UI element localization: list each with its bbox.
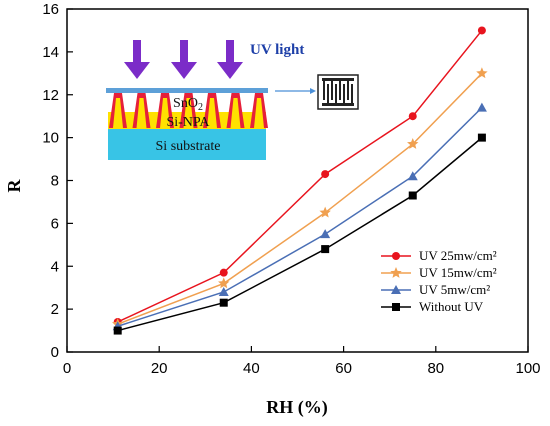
series-triangle	[112, 102, 487, 331]
data-point	[319, 206, 331, 218]
data-point	[476, 67, 488, 79]
data-point	[219, 298, 228, 307]
uv-arrow-icon	[124, 40, 150, 79]
x-tick-label: 80	[427, 360, 444, 377]
y-tick-label: 14	[42, 44, 59, 61]
x-tick-label: 0	[63, 360, 71, 377]
sno2-label: SnO2	[173, 96, 203, 113]
uv-arrow-icon	[217, 40, 243, 79]
nanopillar-core	[136, 98, 147, 128]
legend-label: UV 15mw/cm²	[419, 265, 497, 280]
legend-marker	[392, 303, 400, 311]
x-tick-label: 100	[515, 360, 540, 377]
legend-marker	[392, 252, 400, 260]
si-npa-label: Si-NPA	[166, 115, 210, 130]
data-point	[408, 112, 417, 121]
uv-light-label: UV light	[250, 42, 304, 58]
device-schematic-inset: UV light SnO2 Si-NPA Si substrate	[106, 40, 359, 160]
interdigital-electrode-icon	[317, 74, 359, 110]
data-point	[321, 245, 330, 254]
y-axis-title: R	[4, 179, 24, 193]
data-point	[407, 171, 418, 181]
y-tick-label: 4	[51, 258, 59, 275]
nanopillar-core	[160, 98, 170, 128]
legend-label: UV 5mw/cm²	[419, 282, 490, 297]
nanopillar-core	[230, 98, 241, 128]
x-tick-label: 40	[243, 360, 260, 377]
data-point	[477, 133, 486, 142]
nanopillar-core	[183, 98, 194, 128]
legend-marker	[390, 267, 402, 278]
x-tick-label: 60	[335, 360, 352, 377]
data-point	[477, 26, 486, 35]
data-point	[407, 138, 419, 149]
data-point	[218, 277, 230, 289]
y-tick-label: 12	[42, 87, 59, 104]
series-layer	[112, 26, 488, 335]
y-tick-label: 8	[51, 173, 59, 190]
y-tick-label: 0	[51, 344, 59, 361]
y-tick-label: 16	[42, 1, 59, 18]
si-substrate-label: Si substrate	[156, 139, 221, 154]
y-tick-label: 10	[42, 130, 59, 147]
x-axis-title: RH (%)	[266, 397, 328, 418]
uv-arrow-icon	[171, 40, 197, 79]
legend-entry: UV 25mw/cm²	[381, 248, 497, 263]
nanopillar-core	[207, 98, 217, 128]
legend-label: UV 25mw/cm²	[419, 248, 497, 263]
nanopillar-array	[109, 93, 268, 128]
si-substrate-layer	[108, 128, 266, 160]
legend-entry: Without UV	[381, 299, 484, 314]
y-tick-label: 6	[51, 215, 59, 232]
data-point	[218, 286, 229, 296]
series-square	[113, 133, 486, 335]
y-axis-ticks: 0 2 4 6 8 10 12 14 16	[42, 1, 73, 361]
pointer-arrow-icon	[310, 88, 316, 94]
data-point	[113, 326, 122, 335]
legend-label: Without UV	[419, 299, 484, 314]
nanopillar-core	[254, 98, 264, 128]
x-tick-label: 20	[151, 360, 168, 377]
legend-entry: UV 15mw/cm²	[381, 265, 497, 280]
data-point	[321, 170, 330, 179]
data-point	[219, 268, 228, 277]
data-point	[320, 229, 331, 239]
nanopillar-core	[113, 98, 123, 128]
legend-marker	[391, 285, 401, 294]
legend-entry: UV 5mw/cm²	[381, 282, 490, 297]
top-electrode	[106, 88, 268, 93]
x-axis-ticks: 0 20 40 60 80 100	[63, 346, 541, 377]
data-point	[408, 191, 417, 200]
legend: UV 25mw/cm² UV 15mw/cm² UV 5mw/cm² Without …	[381, 248, 497, 314]
y-tick-label: 2	[51, 301, 59, 318]
data-point	[476, 102, 487, 112]
